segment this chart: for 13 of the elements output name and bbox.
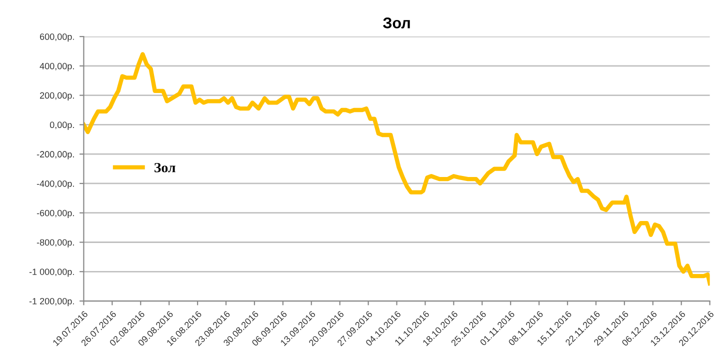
y-tick-label: -800,00р. xyxy=(36,239,74,248)
y-tick-label: -600,00р. xyxy=(36,210,74,218)
y-tick-label: 200,00р. xyxy=(40,92,74,100)
chart-title: Зол xyxy=(382,18,410,28)
y-tick-label: -400,00р. xyxy=(36,180,74,189)
y-tick-label: 0,00р. xyxy=(50,122,74,130)
y-tick-label: -200,00р. xyxy=(36,151,74,160)
y-tick-label: -1 200,00р. xyxy=(29,298,74,306)
y-tick-label: 400,00р. xyxy=(40,62,74,72)
y-tick-label: 600,00р. xyxy=(40,34,74,42)
line-series xyxy=(84,52,710,286)
y-tick-label: -1 000,00р. xyxy=(29,268,74,277)
legend-label: Зол xyxy=(154,162,176,172)
